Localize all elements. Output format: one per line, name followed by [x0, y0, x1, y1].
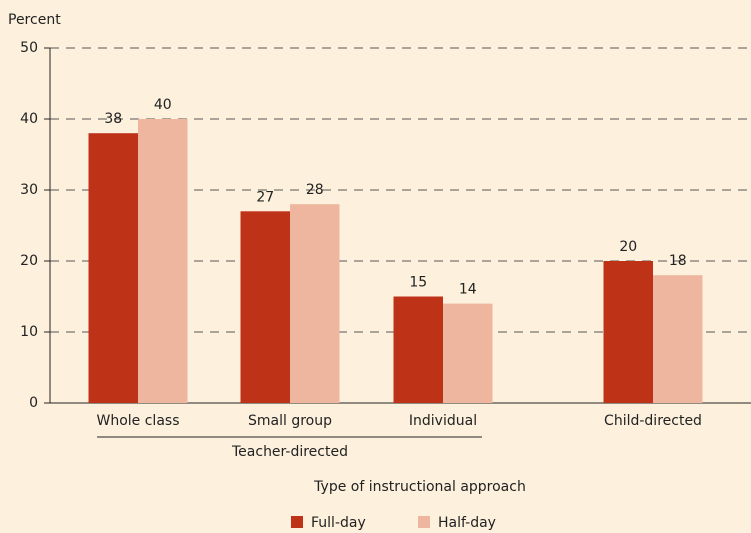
value-label: 27 [256, 189, 274, 205]
x-axis-label: Type of instructional approach [313, 479, 526, 495]
legend-label: Full-day [311, 515, 366, 531]
bar [393, 296, 443, 403]
bar [653, 275, 703, 403]
legend-swatch [291, 516, 303, 528]
x-tick-label: Individual [409, 413, 477, 429]
y-tick-label: 50 [20, 40, 38, 56]
y-axis-label: Percent [8, 12, 61, 28]
x-tick-label: Child-directed [604, 413, 702, 429]
y-tick-label: 10 [20, 324, 38, 340]
value-label: 28 [306, 182, 324, 198]
y-tick-label: 0 [29, 395, 38, 411]
value-label: 38 [104, 111, 122, 127]
legend-label: Half-day [438, 515, 496, 531]
bar [603, 261, 653, 403]
x-tick-label: Small group [248, 413, 332, 429]
x-tick-label: Whole class [97, 413, 180, 429]
legend-swatch [418, 516, 430, 528]
bar [88, 133, 138, 403]
bar [290, 204, 340, 403]
value-label: 40 [154, 97, 172, 113]
group-label: Teacher-directed [231, 444, 348, 460]
y-tick-label: 20 [20, 253, 38, 269]
bar [443, 303, 493, 403]
bar [240, 211, 290, 403]
y-tick-label: 40 [20, 111, 38, 127]
value-label: 18 [669, 253, 687, 269]
y-tick-label: 30 [20, 182, 38, 198]
value-label: 14 [459, 282, 477, 298]
value-label: 15 [409, 275, 427, 291]
value-label: 20 [619, 239, 637, 255]
bar [138, 119, 188, 403]
